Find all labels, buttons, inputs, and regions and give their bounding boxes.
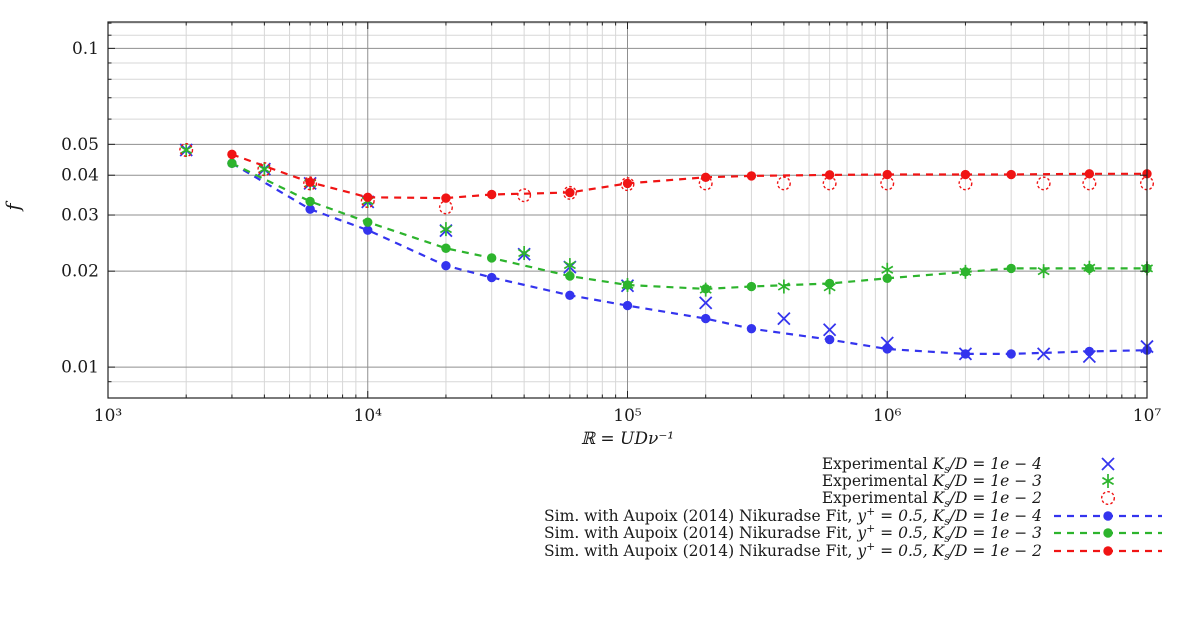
legend: Experimental Ks/D = 1e − 4 Experimental K…: [544, 454, 1164, 563]
y-tick-label: 0.05: [61, 135, 99, 155]
x-tick-label: 10⁷: [1133, 406, 1162, 426]
legend-marker-dot: [1052, 543, 1164, 559]
legend-label: Experimental Ks/D = 1e − 3: [821, 472, 1042, 494]
series-sim-ks-1e-2: [227, 149, 1152, 203]
legend-label: Experimental Ks/D = 1e − 2: [821, 489, 1042, 511]
legend-label: Sim. with Aupoix (2014) Nikuradse Fit, y…: [544, 522, 1042, 546]
y-tick-label: 0.04: [61, 166, 99, 186]
legend-row-exp-ks-1e-3: Experimental Ks/D = 1e − 3: [544, 472, 1164, 494]
legend-marker-asterisk: [1052, 473, 1164, 489]
legend-marker-dot: [1052, 525, 1164, 541]
legend-row-sim-ks-1e-2: Sim. with Aupoix (2014) Nikuradse Fit, y…: [544, 539, 1164, 563]
legend-marker-dot: [1052, 508, 1164, 524]
x-tick-label: 10⁴: [354, 406, 383, 426]
legend-marker-circle-open: [1052, 490, 1164, 506]
legend-row-exp-ks-1e-2: Experimental Ks/D = 1e − 2: [544, 489, 1164, 511]
legend-label: Experimental Ks/D = 1e − 4: [821, 454, 1042, 476]
x-tick-label: 10⁶: [873, 406, 902, 426]
legend-row-exp-ks-1e-4: Experimental Ks/D = 1e − 4: [544, 454, 1164, 476]
ticks: [107, 22, 1148, 398]
grid-minor: [108, 22, 1147, 398]
legend-row-sim-ks-1e-3: Sim. with Aupoix (2014) Nikuradse Fit, y…: [544, 522, 1164, 546]
y-tick-label: 0.03: [61, 206, 99, 226]
x-tick-label: 10⁵: [613, 406, 642, 426]
y-tick-label: 0.1: [72, 39, 99, 59]
grid-major: [107, 22, 1148, 398]
series-sim-ks-1e-3: [227, 158, 1152, 294]
y-tick-label: 0.01: [61, 358, 99, 378]
legend-label: Sim. with Aupoix (2014) Nikuradse Fit, y…: [544, 539, 1042, 563]
legend-label: Sim. with Aupoix (2014) Nikuradse Fit, y…: [544, 504, 1042, 528]
x-tick-label: 10³: [94, 406, 122, 426]
legend-marker-cross: [1052, 456, 1164, 472]
x-tick-labels: 10³ 10⁴ 10⁵ 10⁶ 10⁷: [94, 406, 1162, 426]
legend-row-sim-ks-1e-4: Sim. with Aupoix (2014) Nikuradse Fit, y…: [544, 504, 1164, 528]
series-exp-ks-1e-3: [180, 142, 1154, 297]
y-axis-label: f: [2, 203, 25, 211]
y-tick-label: 0.02: [61, 262, 99, 282]
y-tick-labels: 0.1 0.05 0.04 0.03 0.02 0.01: [61, 39, 99, 378]
x-axis-label: ℝ = UDν⁻¹: [580, 429, 675, 449]
series-sim-ks-1e-4: [227, 158, 1152, 359]
series-exp-ks-1e-2: [179, 142, 1154, 215]
